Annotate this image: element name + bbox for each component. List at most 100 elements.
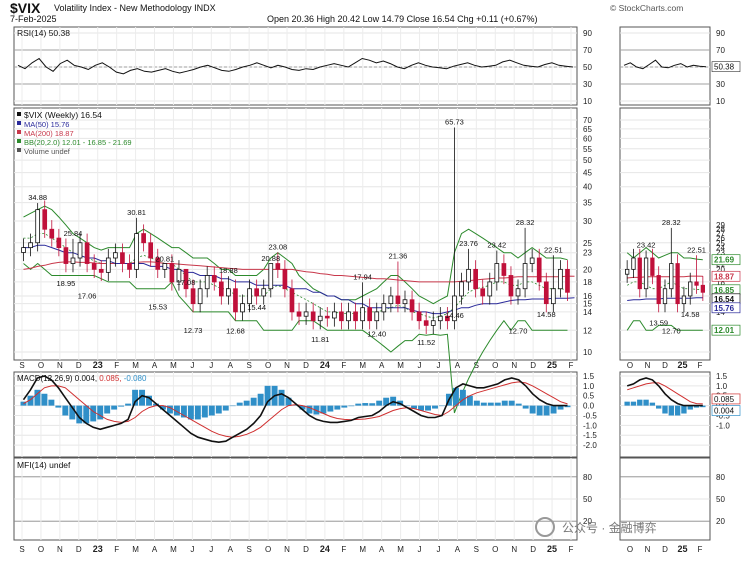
- x-tick-label-lower: M: [397, 545, 404, 554]
- x-tick-label-upper: S: [474, 361, 479, 370]
- macd-last-label: 0.085: [714, 395, 735, 404]
- zoom-x-tick-label-lower: F: [698, 545, 703, 554]
- macd-histogram-bar: [76, 405, 83, 424]
- zoom-x-tick-label-lower: 25: [677, 544, 687, 554]
- price-annotation: 34.88: [28, 193, 47, 202]
- rsi-tick-label: 90: [583, 29, 592, 38]
- macd-line: [22, 375, 568, 444]
- macd-histogram-bar: [494, 402, 501, 406]
- rsi-tick-label: 10: [583, 97, 592, 106]
- quote-values: Open 20.36 High 20.42 Low 14.79 Close 16…: [267, 14, 538, 24]
- zoom-candle-body: [662, 288, 668, 305]
- price-tick-label: 16: [583, 292, 592, 301]
- x-tick-label-lower: M: [359, 545, 366, 554]
- price-annotation: 25.84: [64, 229, 83, 238]
- price-tick-label: 35: [583, 199, 592, 208]
- macd-last-label: 0.004: [714, 407, 735, 416]
- price-annotation: 17.08: [177, 278, 196, 287]
- price-legend-swatch: [17, 148, 21, 152]
- price-last-label: 15.76: [714, 304, 735, 313]
- x-tick-label-upper: J: [209, 361, 213, 370]
- macd-histogram-bar: [487, 402, 494, 406]
- price-zoom-tick-label: 23: [716, 249, 725, 258]
- candle-body: [233, 288, 238, 313]
- macd-histogram-bar: [222, 405, 229, 411]
- price-annotation: 65.73: [445, 118, 464, 127]
- macd-histogram-bar: [320, 405, 327, 414]
- candle-body: [91, 263, 97, 270]
- candle-body: [332, 311, 337, 319]
- macd-histogram-bar: [20, 401, 27, 406]
- macd-histogram-bar: [118, 405, 125, 407]
- price-tick-label: 30: [583, 217, 592, 226]
- macd-histogram-bar: [69, 405, 76, 420]
- candle-body: [480, 288, 486, 297]
- candle-body: [204, 275, 210, 290]
- price-tick-label: 40: [583, 183, 592, 192]
- x-tick-label-upper: O: [492, 361, 498, 370]
- price-last-box: [711, 270, 741, 282]
- macd-histogram-bar: [425, 405, 431, 411]
- macd-histogram-bar: [459, 389, 466, 406]
- price-zoom-tick-label: 20: [716, 265, 725, 274]
- rsi-zoom-tick-label: 30: [716, 80, 725, 89]
- zoom-candle-body: [694, 281, 699, 286]
- candle-body: [437, 315, 443, 322]
- candle-body: [141, 233, 146, 244]
- price-tick-label: 65: [583, 125, 592, 134]
- macd-tick-label: 0.0: [583, 402, 595, 411]
- candle-body: [452, 295, 457, 322]
- macd-histogram-bar: [90, 405, 97, 422]
- zoom-candle-body: [688, 281, 693, 297]
- price-tick-label: 23: [583, 249, 592, 258]
- x-tick-label-upper: S: [247, 361, 252, 370]
- macd-histogram-bar: [418, 405, 425, 411]
- candle-body: [501, 263, 507, 276]
- macd-histogram-bar: [160, 405, 166, 410]
- mfi-tick-label: 80: [583, 473, 592, 482]
- watermark-text: 公众号 · 金融博弈: [562, 521, 657, 535]
- rsi-zoom-line: [623, 59, 707, 70]
- price-zoom-tick-label: 24: [716, 244, 725, 253]
- candle-body: [49, 228, 55, 239]
- macd-histogram-bar: [362, 403, 369, 406]
- price-legend-swatch: [17, 139, 21, 143]
- macd-histogram-bar: [34, 389, 41, 406]
- candle-body: [522, 263, 528, 290]
- bb-lower-zoom-line: [626, 320, 703, 331]
- x-tick-label-lower: N: [511, 545, 517, 554]
- macd-zoom-histogram-bar: [668, 405, 674, 416]
- price-tick-label: 50: [583, 156, 592, 165]
- macd-histogram-bar: [515, 403, 522, 406]
- macd-histogram-bar: [285, 397, 292, 406]
- x-tick-label-lower: D: [303, 545, 309, 554]
- zoom-candle-body: [681, 295, 687, 305]
- candle-body: [346, 311, 351, 322]
- candle-body: [247, 288, 252, 305]
- rsi-tick-label: 70: [583, 46, 592, 55]
- macd-histogram-bar: [201, 405, 208, 418]
- x-tick-label-lower: S: [247, 545, 252, 554]
- macd-histogram-bar: [264, 385, 271, 406]
- price-legend-swatch: [17, 112, 21, 116]
- x-tick-label-lower: S: [19, 545, 24, 554]
- macd-histogram-bar: [125, 403, 132, 406]
- candle-body: [550, 288, 556, 305]
- candle-body: [211, 275, 217, 283]
- candle-body: [339, 311, 344, 322]
- macd-histogram-bar: [327, 405, 334, 412]
- x-tick-label-lower: 24: [320, 544, 330, 554]
- price-annotation: 22.51: [544, 245, 563, 254]
- macd-tick-label: -1.0: [583, 421, 597, 430]
- candle-body: [28, 242, 33, 249]
- candle-body: [84, 242, 90, 264]
- macd-histogram-bar: [166, 405, 173, 414]
- x-tick-label-upper: 23: [93, 360, 103, 370]
- price-last-label: 18.87: [714, 272, 735, 281]
- price-tick-label: 45: [583, 169, 592, 178]
- x-tick-label-lower: A: [152, 545, 158, 554]
- macd-histogram-bar: [501, 400, 508, 406]
- x-tick-label-upper: M: [170, 361, 177, 370]
- macd-zoom-histogram-bar: [630, 401, 637, 406]
- macd-histogram-bar: [257, 393, 264, 406]
